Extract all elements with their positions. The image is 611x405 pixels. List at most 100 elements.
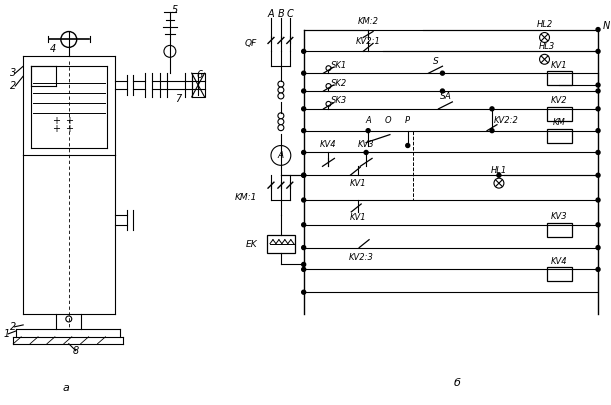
Circle shape [596, 89, 600, 93]
Circle shape [540, 54, 549, 64]
Bar [546, 71, 573, 85]
Circle shape [302, 267, 306, 271]
Text: KV2:3: KV2:3 [349, 253, 373, 262]
Circle shape [66, 316, 71, 322]
Text: P: P [405, 116, 410, 125]
Text: SK2: SK2 [331, 79, 348, 87]
Text: +: + [52, 124, 60, 134]
Text: HL3: HL3 [538, 42, 555, 51]
Circle shape [164, 45, 176, 57]
Text: KV3: KV3 [358, 140, 375, 149]
Text: 2: 2 [10, 81, 16, 91]
Bar [192, 73, 205, 97]
Text: KV2: KV2 [551, 96, 568, 105]
Text: KV2:1: KV2:1 [356, 37, 381, 46]
Circle shape [596, 28, 600, 32]
Circle shape [490, 129, 494, 132]
Circle shape [278, 93, 284, 99]
Circle shape [494, 178, 504, 188]
Text: KV1: KV1 [350, 179, 367, 188]
Text: O: O [384, 116, 391, 125]
Text: KM: KM [553, 118, 566, 127]
Text: KV1: KV1 [551, 61, 568, 70]
Text: +: + [65, 124, 73, 134]
Text: A: A [365, 116, 371, 125]
Circle shape [596, 198, 600, 202]
Circle shape [302, 290, 306, 294]
Text: KV4: KV4 [551, 257, 568, 266]
Circle shape [596, 223, 600, 227]
Circle shape [366, 129, 370, 132]
Text: C: C [287, 9, 293, 19]
Bar [546, 107, 573, 121]
Circle shape [596, 129, 600, 132]
Circle shape [540, 32, 549, 43]
Text: SA: SA [439, 92, 452, 101]
Bar [546, 129, 573, 143]
Text: QF: QF [245, 39, 257, 48]
Text: A: A [278, 151, 284, 160]
Text: KV1: KV1 [350, 213, 367, 222]
Circle shape [302, 223, 306, 227]
Text: 4: 4 [50, 45, 56, 54]
Circle shape [406, 143, 410, 147]
Circle shape [596, 83, 600, 87]
Circle shape [441, 71, 444, 75]
Circle shape [278, 119, 284, 125]
Circle shape [302, 245, 306, 249]
Circle shape [302, 198, 306, 202]
Text: A: A [268, 9, 274, 19]
Circle shape [326, 66, 331, 71]
Circle shape [490, 107, 494, 111]
Text: S: S [433, 57, 438, 66]
Circle shape [302, 49, 306, 53]
Circle shape [302, 151, 306, 154]
Circle shape [302, 71, 306, 75]
Text: SK3: SK3 [331, 96, 348, 105]
Text: KM:2: KM:2 [357, 17, 379, 26]
Circle shape [596, 267, 600, 271]
Circle shape [271, 145, 291, 165]
Text: 7: 7 [175, 94, 181, 104]
Circle shape [364, 151, 368, 154]
Circle shape [302, 107, 306, 111]
Circle shape [326, 83, 331, 89]
Text: 6: 6 [197, 70, 203, 80]
Circle shape [302, 89, 306, 93]
Text: B: B [277, 9, 284, 19]
Text: KM:1: KM:1 [235, 192, 257, 202]
Circle shape [302, 173, 306, 177]
Circle shape [278, 87, 284, 93]
Circle shape [278, 125, 284, 131]
Circle shape [278, 113, 284, 119]
Circle shape [596, 107, 600, 111]
Circle shape [302, 129, 306, 132]
Text: а: а [62, 384, 69, 393]
Circle shape [302, 173, 306, 177]
Bar [267, 235, 295, 253]
Text: SK1: SK1 [331, 61, 348, 70]
Circle shape [497, 173, 501, 177]
Text: KV2:2: KV2:2 [494, 116, 519, 125]
Text: +: + [52, 116, 60, 126]
Circle shape [596, 49, 600, 53]
Text: KV4: KV4 [320, 140, 337, 149]
Text: KV3: KV3 [551, 212, 568, 222]
Text: 5: 5 [172, 5, 178, 15]
Circle shape [61, 32, 77, 47]
Text: 2: 2 [10, 322, 16, 332]
Circle shape [326, 101, 331, 107]
Text: +: + [65, 116, 73, 126]
Circle shape [596, 245, 600, 249]
Circle shape [441, 89, 444, 93]
Text: N: N [603, 21, 610, 31]
Text: 8: 8 [73, 346, 79, 356]
Text: HL1: HL1 [491, 166, 507, 175]
Text: EK: EK [246, 240, 257, 249]
Circle shape [302, 262, 306, 266]
Text: 1: 1 [3, 329, 9, 339]
Text: б: б [454, 378, 461, 388]
Bar [546, 267, 573, 281]
Text: 3: 3 [10, 68, 16, 78]
Text: HL2: HL2 [536, 20, 553, 29]
